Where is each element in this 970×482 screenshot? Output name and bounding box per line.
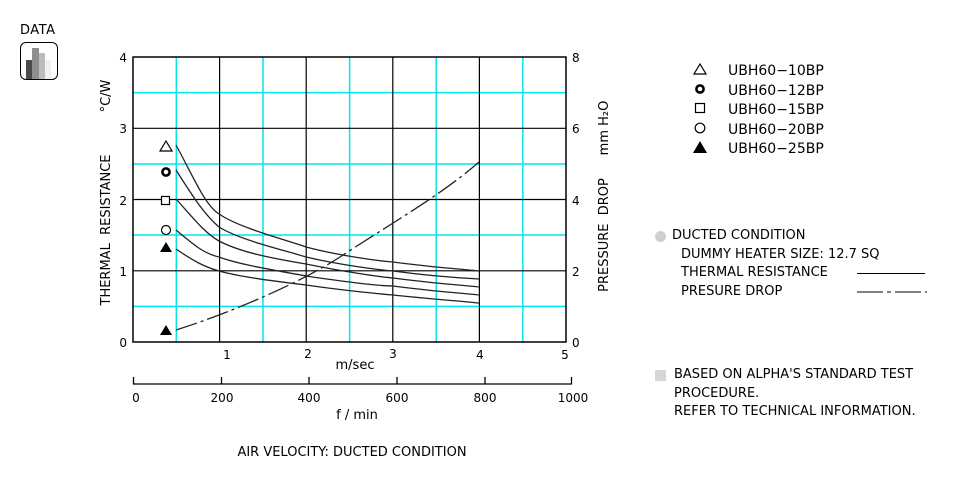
y-axis-unit: °C/W xyxy=(99,79,114,112)
circle-bold-marker xyxy=(161,167,171,177)
logo-label: DATA xyxy=(20,23,56,38)
bullet-circle-icon xyxy=(655,230,666,242)
svg-text:8: 8 xyxy=(572,51,580,65)
triangle-open-marker xyxy=(158,139,174,152)
svg-text:800: 800 xyxy=(474,391,497,405)
circle-open-icon xyxy=(690,121,710,141)
legend-item: UBH60−12BP xyxy=(690,82,824,102)
svg-text:400: 400 xyxy=(298,391,321,405)
y-axis-left-ticks: 4 3 2 1 0 xyxy=(119,51,127,350)
svg-text:0: 0 xyxy=(572,336,580,350)
svg-text:4: 4 xyxy=(572,194,580,208)
svg-text:3: 3 xyxy=(389,347,397,361)
bullet-square-icon xyxy=(655,369,666,381)
notes-thermal: THERMAL RESISTANCE xyxy=(655,264,927,283)
y-axis-right-ticks: 8 6 4 2 0 xyxy=(572,51,580,350)
svg-text:6: 6 xyxy=(572,122,580,136)
basis-line-1: BASED ON ALPHA'S STANDARD TEST xyxy=(655,366,916,385)
legend-label: UBH60−12BP xyxy=(728,82,824,99)
legend-item: UBH60−20BP xyxy=(690,121,824,141)
notes-pressure: PRESURE DROP xyxy=(655,283,927,302)
svg-text:2: 2 xyxy=(119,194,127,208)
chart-title: AIR VELOCITY: DUCTED CONDITION xyxy=(237,445,466,460)
thermal-resistance-text: THERMAL RESISTANCE xyxy=(681,265,828,280)
svg-text:1: 1 xyxy=(223,348,231,362)
svg-text:5: 5 xyxy=(561,348,569,362)
x-axis-secondary-label: f / min xyxy=(336,408,378,423)
bar-chart-icon xyxy=(20,42,58,80)
legend: UBH60−10BP UBH60−12BP UBH60−15BP UBH60−2… xyxy=(690,62,824,160)
legend-label: UBH60−20BP xyxy=(728,121,824,138)
test-basis-note: BASED ON ALPHA'S STANDARD TEST PROCEDURE… xyxy=(655,366,916,422)
triangle-filled-icon xyxy=(690,140,710,160)
basis-text-2: PROCEDURE. xyxy=(674,385,760,401)
svg-text:1000: 1000 xyxy=(558,391,589,405)
svg-text:1: 1 xyxy=(119,265,127,279)
curve-ubh60-12bp xyxy=(175,169,480,280)
svg-text:200: 200 xyxy=(211,391,234,405)
legend-label: UBH60−10BP xyxy=(728,63,824,79)
svg-text:2: 2 xyxy=(304,347,312,361)
legend-label: UBH60−25BP xyxy=(728,141,824,157)
svg-text:3: 3 xyxy=(119,122,127,136)
legend-label: UBH60−15BP xyxy=(728,102,824,118)
circle-open-marker xyxy=(160,224,172,236)
x-axis-label: m/sec xyxy=(336,358,375,373)
triangle-filled-marker xyxy=(160,242,172,252)
solid-line-sample xyxy=(857,272,925,274)
dash-dot-line-sample xyxy=(857,291,927,293)
pressure-drop-curve xyxy=(175,161,480,331)
svg-text:600: 600 xyxy=(386,391,409,405)
notes-heading-text: DUCTED CONDITION xyxy=(672,228,806,243)
legend-item: UBH60−15BP xyxy=(690,101,824,121)
svg-text:4: 4 xyxy=(119,51,127,65)
svg-text:0: 0 xyxy=(132,391,140,405)
notes-heading: DUCTED CONDITION xyxy=(655,227,927,246)
notes-heater: DUMMY HEATER SIZE: 12.7 SQ xyxy=(655,246,927,265)
y-axis-right-label: PRESSURE DROP xyxy=(597,178,612,292)
basis-line-3: REFER TO TECHNICAL INFORMATION. xyxy=(655,403,916,422)
basis-text-3: REFER TO TECHNICAL INFORMATION. xyxy=(674,404,916,419)
curve-ubh60-15bp xyxy=(175,198,480,288)
circle-bold-icon xyxy=(690,82,710,102)
minor-grid xyxy=(133,57,566,342)
legend-item: UBH60−10BP xyxy=(690,62,824,82)
svg-text:0: 0 xyxy=(119,336,127,350)
svg-text:2: 2 xyxy=(572,265,580,279)
basis-line-2: PROCEDURE. xyxy=(655,385,916,404)
series-markers xyxy=(158,139,174,335)
pressure-drop-text: PRESURE DROP xyxy=(681,283,783,299)
curve-ubh60-25bp xyxy=(175,248,480,304)
svg-text:4: 4 xyxy=(476,348,484,362)
y-axis-right-unit: mm H₂O xyxy=(597,101,612,156)
triangle-filled-marker-pressure xyxy=(160,325,172,335)
square-open-marker xyxy=(160,195,171,206)
heater-size-text: DUMMY HEATER SIZE: 12.7 SQ xyxy=(681,246,880,262)
curve-ubh60-10bp xyxy=(175,144,480,272)
basis-text-1: BASED ON ALPHA'S STANDARD TEST xyxy=(674,367,914,382)
x-axis-fmin-ticks: 0 200 400 600 800 1000 xyxy=(132,391,588,405)
major-grid xyxy=(132,56,567,343)
square-open-icon xyxy=(690,101,710,121)
curve-ubh60-20bp xyxy=(175,229,480,296)
x-axis-msec-ticks: 1 2 3 4 5 xyxy=(223,347,569,362)
test-conditions: DUCTED CONDITION DUMMY HEATER SIZE: 12.7… xyxy=(655,227,927,301)
legend-item: UBH60−25BP xyxy=(690,140,824,160)
y-axis-label: THERMAL RESISTANCE xyxy=(99,154,114,306)
thermal-curves xyxy=(175,144,480,304)
x-axis-fmin xyxy=(132,377,573,385)
triangle-open-icon xyxy=(690,62,710,82)
